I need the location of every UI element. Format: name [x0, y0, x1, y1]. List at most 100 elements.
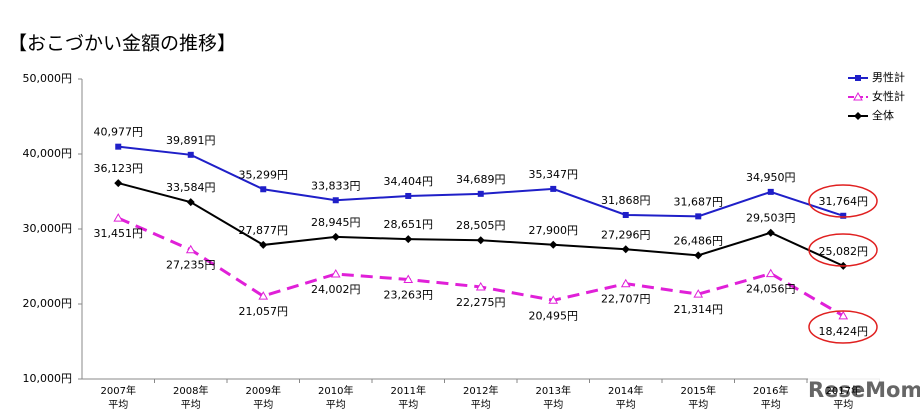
x-tick-label: 2016年 平均	[753, 386, 789, 411]
data-label: 36,123円	[94, 162, 144, 175]
data-label: 26,486円	[674, 234, 724, 247]
watermark: ReseMom	[808, 378, 920, 402]
highlight-circle	[808, 184, 878, 218]
data-label: 27,900円	[529, 224, 579, 237]
x-tick-label: 2012年 平均	[463, 386, 499, 411]
data-label: 22,707円	[601, 293, 651, 306]
highlight-circle	[808, 233, 878, 267]
marker	[854, 112, 862, 120]
marker	[548, 295, 559, 304]
data-label: 27,235円	[166, 259, 216, 272]
data-label: 22,275円	[456, 296, 506, 309]
marker	[185, 244, 196, 254]
marker	[260, 186, 267, 193]
legend-label: 全体	[872, 108, 894, 122]
chart-title: 【おこづかい金額の推移】	[8, 33, 236, 55]
marker	[186, 198, 195, 207]
data-label: 29,503円	[746, 212, 796, 225]
marker	[620, 278, 631, 288]
marker	[476, 236, 485, 245]
data-label: 24,056円	[746, 283, 796, 296]
data-label: 27,296円	[601, 228, 651, 241]
x-tick-label: 2014年 平均	[608, 386, 644, 411]
marker	[838, 310, 849, 320]
marker	[766, 228, 775, 237]
x-tick-label: 2010年 平均	[318, 386, 354, 411]
data-label: 33,833円	[311, 179, 361, 192]
data-label: 40,977円	[94, 126, 144, 139]
marker	[694, 251, 703, 260]
legend-item: 全体	[848, 108, 894, 122]
marker	[550, 185, 557, 192]
x-tick-label: 2011年 平均	[390, 386, 426, 411]
data-label: 34,404円	[384, 175, 434, 188]
marker	[113, 213, 124, 222]
data-label: 28,505円	[456, 219, 506, 232]
marker	[259, 240, 268, 249]
y-tick-label: 20,000円	[23, 297, 73, 310]
data-label: 24,002円	[311, 283, 361, 296]
x-tick-label: 2013年 平均	[535, 386, 571, 411]
x-tick-label: 2008年 平均	[173, 386, 209, 411]
marker	[403, 274, 414, 284]
marker	[695, 213, 702, 220]
x-tick-label: 2017年 平均	[825, 386, 861, 411]
marker	[332, 197, 339, 204]
marker	[331, 232, 340, 241]
y-tick-label: 50,000円	[23, 72, 73, 85]
marker	[855, 75, 861, 81]
marker	[187, 151, 194, 158]
legend-label: 女性計	[872, 89, 905, 103]
series: 40,977円 39,891円 35,299円 33,833円 34,404円 34,68…	[94, 126, 869, 220]
series: 31,451円 27,235円 21,057円 24,002円 23,263円 22,27…	[94, 213, 869, 338]
data-label: 21,314円	[674, 303, 724, 316]
legend-item: 男性計	[848, 70, 905, 84]
data-label: 31,764円	[819, 195, 869, 208]
data-label: 35,347円	[529, 168, 579, 181]
data-label: 31,868円	[601, 194, 651, 207]
y-tick-label: 40,000円	[23, 147, 73, 160]
data-label: 34,689円	[456, 173, 506, 186]
marker	[693, 289, 704, 298]
data-label: 35,299円	[239, 168, 289, 181]
series: 36,123円 33,584円 27,877円 28,945円 28,651円 28,50…	[94, 162, 869, 270]
highlight-circle	[808, 310, 878, 344]
data-label: 21,057円	[239, 305, 289, 318]
data-label: 23,263円	[384, 289, 434, 302]
x-tick-label: 2015年 平均	[680, 386, 716, 411]
marker	[404, 235, 413, 244]
y-tick-label: 10,000円	[23, 372, 73, 385]
data-label: 25,082円	[819, 245, 869, 258]
data-label: 18,424円	[819, 325, 869, 338]
marker	[477, 190, 484, 197]
legend-item: 女性計	[848, 89, 905, 103]
x-tick-label: 2007年 平均	[100, 386, 136, 411]
data-label: 31,687円	[674, 195, 724, 208]
data-label: 28,945円	[311, 216, 361, 229]
marker	[853, 91, 863, 101]
data-label: 20,495円	[529, 309, 579, 322]
marker	[840, 212, 847, 219]
data-label: 34,950円	[746, 171, 796, 184]
legend-label: 男性計	[872, 70, 905, 84]
data-label: 28,651円	[384, 218, 434, 231]
marker	[115, 143, 122, 150]
marker	[765, 268, 776, 278]
marker	[767, 188, 774, 195]
y-tick-label: 30,000円	[23, 222, 73, 235]
data-label: 39,891円	[166, 134, 216, 147]
x-tick-label: 2009年 平均	[245, 386, 281, 411]
marker	[549, 240, 558, 249]
marker	[622, 211, 629, 218]
marker	[258, 291, 269, 300]
marker	[621, 245, 630, 254]
marker	[475, 281, 486, 291]
marker	[114, 179, 123, 188]
marker	[405, 192, 412, 199]
data-label: 33,584円	[166, 181, 216, 194]
data-label: 31,451円	[94, 227, 144, 240]
marker	[330, 268, 341, 278]
data-label: 27,877円	[239, 224, 289, 237]
